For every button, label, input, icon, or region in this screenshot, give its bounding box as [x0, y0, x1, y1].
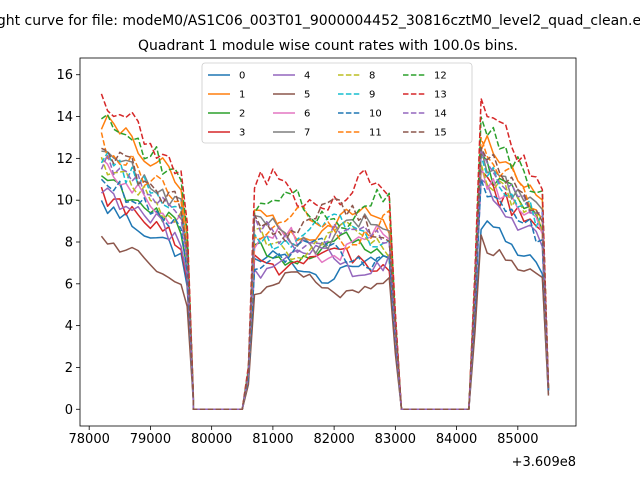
y-tick-label: 16 [56, 68, 73, 83]
x-tick-label: 83000 [375, 432, 416, 447]
x-tick-label: 80000 [191, 432, 232, 447]
x-tick-label: 78000 [69, 432, 110, 447]
legend-box [201, 62, 473, 144]
legend-label-11: 11 [369, 128, 382, 139]
y-tick-label: 6 [65, 277, 73, 292]
x-offset-label: +3.609e8 [512, 455, 576, 470]
chart-title: Quadrant 1 module wise count rates with … [138, 38, 518, 54]
legend-label-8: 8 [369, 71, 375, 82]
x-axis: 78000 79000 80000 81000 82000 83000 84000 85000 [69, 426, 539, 447]
legend-label-15: 15 [434, 128, 447, 139]
legend-label-7: 7 [304, 128, 310, 139]
x-tick-label: 81000 [252, 432, 293, 447]
legend-label-13: 13 [434, 90, 447, 101]
y-tick-label: 12 [56, 152, 73, 167]
y-tick-label: 10 [56, 194, 73, 209]
legend-label-6: 6 [304, 109, 310, 120]
chart-suptitle: Light curve for file: modeM0/AS1C06_003T… [0, 13, 640, 29]
legend-label-3: 3 [239, 128, 245, 139]
series-line-5 [100, 234, 550, 411]
legend-label-5: 5 [304, 90, 310, 101]
y-tick-label: 2 [65, 361, 73, 376]
series-line-15 [101, 146, 550, 411]
y-tick-label: 8 [65, 236, 73, 251]
legend-label-4: 4 [304, 71, 310, 82]
x-tick-label: 85000 [497, 432, 538, 447]
y-tick-label: 4 [65, 319, 73, 334]
legend-label-0: 0 [239, 71, 245, 82]
x-tick-label: 82000 [313, 432, 354, 447]
legend-label-1: 1 [239, 90, 245, 101]
legend-label-12: 12 [434, 71, 447, 82]
x-tick-label: 84000 [436, 432, 477, 447]
legend-label-2: 2 [239, 109, 245, 120]
y-axis: 0 2 4 6 8 10 12 14 16 [56, 68, 80, 418]
series-line-8 [100, 156, 550, 411]
legend-label-9: 9 [369, 90, 375, 101]
x-tick-label: 79000 [130, 432, 171, 447]
legend-label-14: 14 [434, 109, 447, 120]
series-lines [100, 93, 550, 411]
legend-label-10: 10 [369, 109, 382, 120]
y-tick-label: 0 [65, 403, 73, 418]
y-tick-label: 14 [56, 110, 73, 125]
